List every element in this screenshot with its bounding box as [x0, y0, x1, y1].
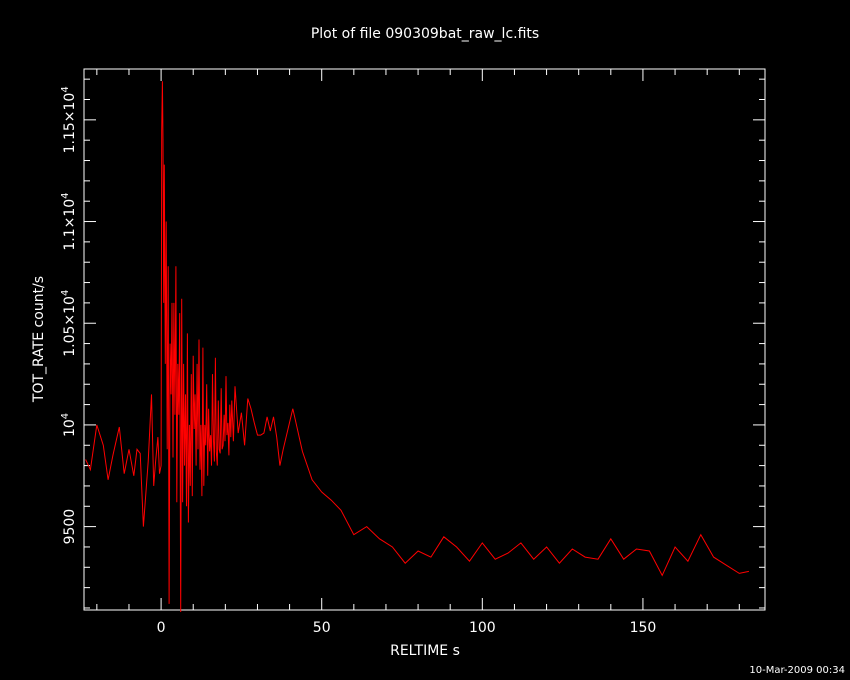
x-tick-label: 100: [469, 620, 496, 636]
series-line: [85, 81, 750, 613]
plot-frame: [83, 68, 766, 611]
y-tick-label: 1.1×104: [60, 192, 78, 250]
y-tick-label: 104: [60, 413, 78, 437]
x-tick-label: 150: [630, 620, 657, 636]
x-tick-label: 50: [313, 620, 331, 636]
x-tick-labels: 0 50 100 150: [157, 620, 657, 636]
y-tick-label: 1.05×104: [60, 290, 78, 357]
y-axis-label: TOT_RATE count/s: [31, 276, 47, 403]
chart-title: Plot of file 090309bat_raw_lc.fits: [311, 26, 539, 42]
timestamp: 10-Mar-2009 00:34: [749, 665, 845, 676]
y-tick-label: 1.15×104: [60, 86, 78, 153]
axis-ticks: [84, 69, 765, 610]
x-tick-label: 0: [157, 620, 166, 636]
y-tick-label: 9500: [62, 509, 78, 545]
x-axis-label: RELTIME s: [390, 643, 460, 659]
y-tick-labels: 9500 104 1.05×104 1.1×104 1.15×104: [60, 86, 78, 544]
